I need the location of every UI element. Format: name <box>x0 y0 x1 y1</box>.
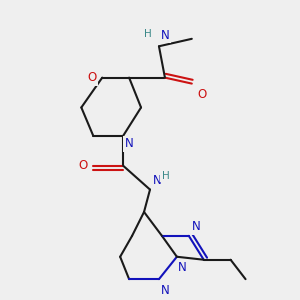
Text: N: N <box>160 284 169 297</box>
Text: N: N <box>124 137 134 150</box>
Text: O: O <box>87 71 96 84</box>
Text: H: H <box>162 171 170 181</box>
Text: H: H <box>144 29 152 39</box>
Text: N: N <box>192 220 200 233</box>
Text: O: O <box>78 159 87 172</box>
Text: N: N <box>153 174 162 187</box>
Text: N: N <box>160 29 169 42</box>
Text: N: N <box>178 261 187 274</box>
Text: O: O <box>198 88 207 101</box>
